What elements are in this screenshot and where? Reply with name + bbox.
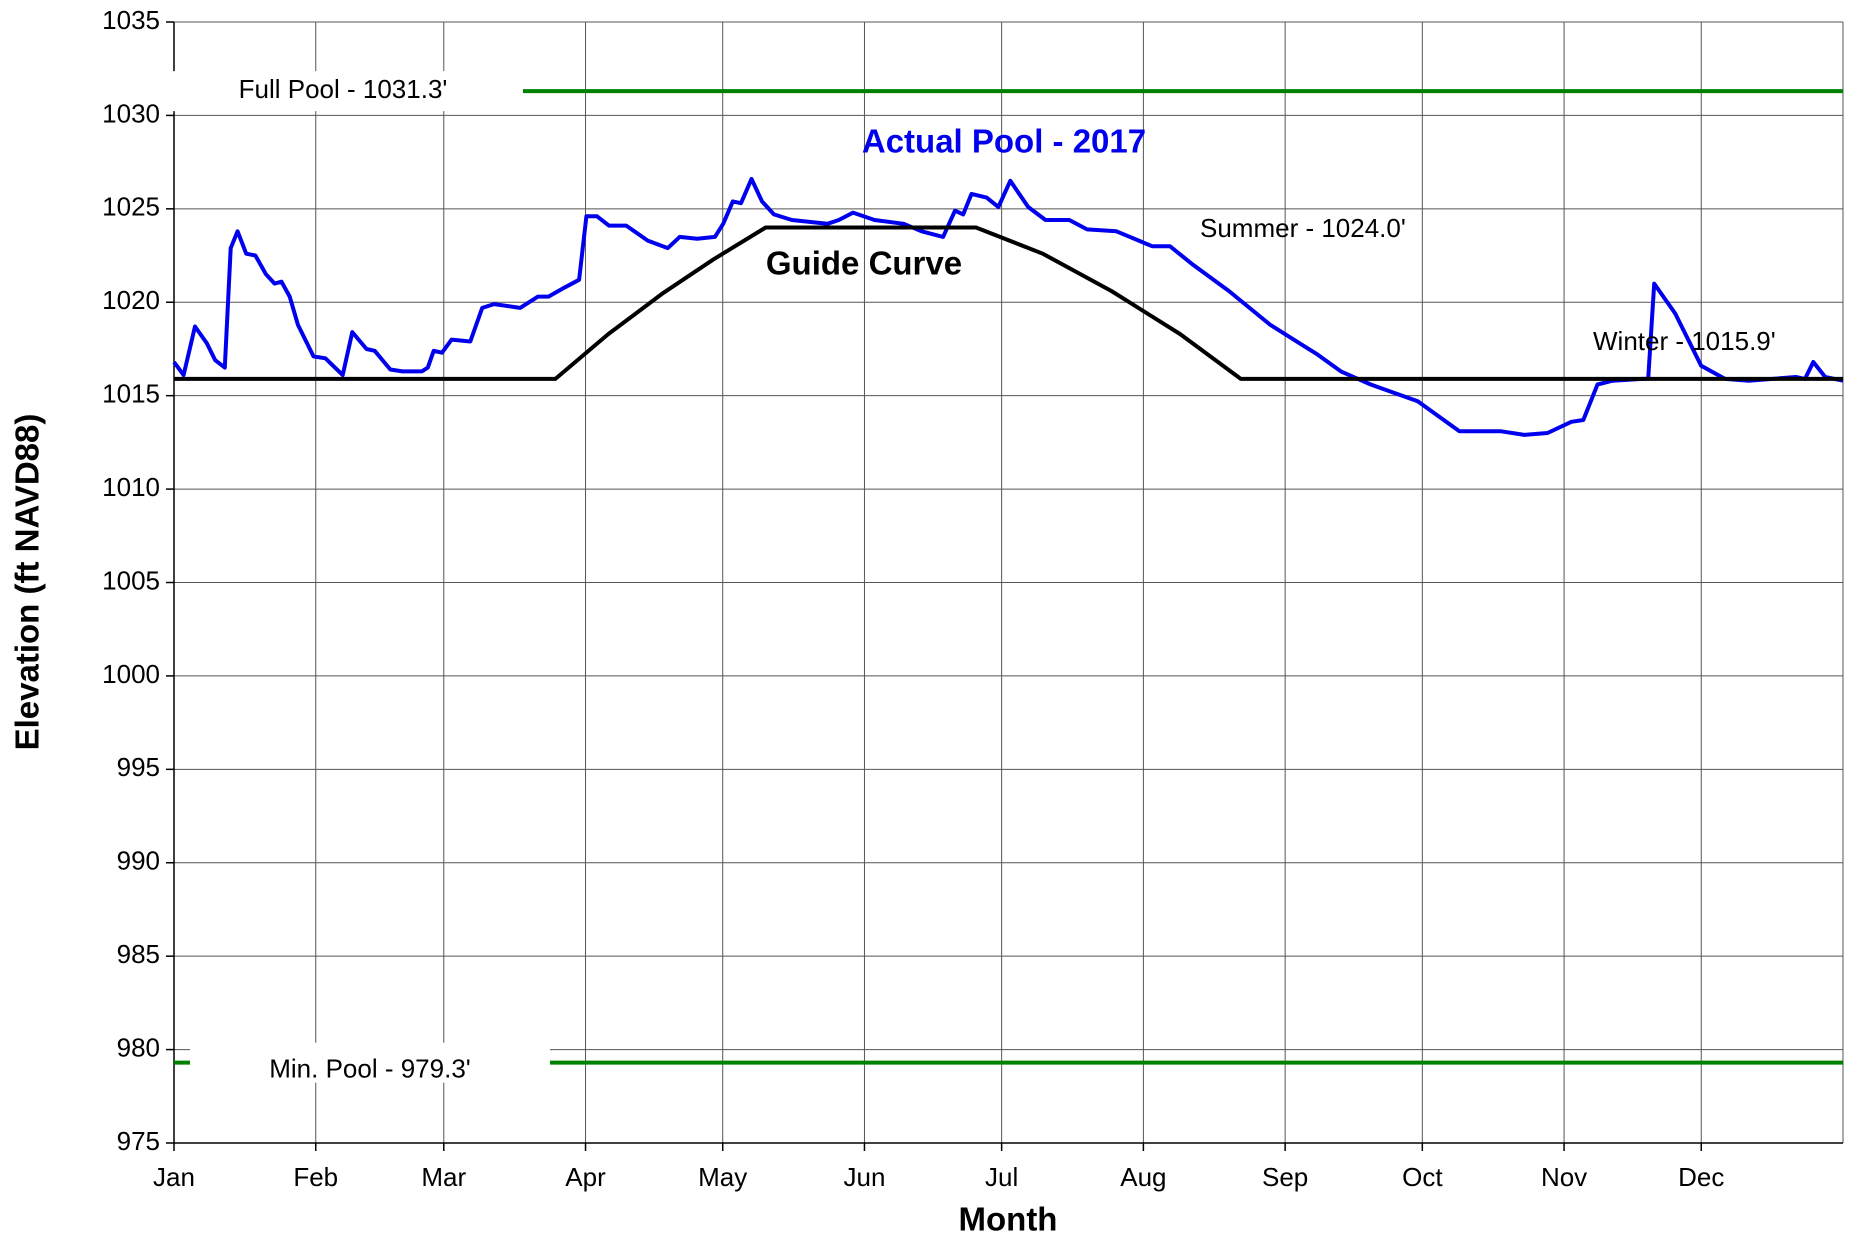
y-tick-label: 1010	[102, 472, 160, 502]
x-tick-label: Jun	[844, 1162, 886, 1192]
x-tick-label: Sep	[1262, 1162, 1308, 1192]
x-tick-label: Aug	[1120, 1162, 1166, 1192]
annotation: Winter - 1015.9'	[1593, 326, 1776, 356]
x-tick-label: May	[698, 1162, 747, 1192]
label-bg	[190, 1042, 550, 1083]
y-tick-label: 1020	[102, 285, 160, 315]
y-axis-label: Elevation (ft NAVD88)	[9, 414, 46, 751]
x-tick-label: Jan	[153, 1162, 195, 1192]
y-tick-label: 985	[117, 939, 160, 969]
x-tick-label: Jul	[985, 1162, 1018, 1192]
reference-label: Min. Pool - 979.3'	[269, 1054, 471, 1084]
x-axis-label: Month	[959, 1201, 1058, 1238]
y-tick-label: 975	[117, 1126, 160, 1156]
x-tick-label: Nov	[1541, 1162, 1587, 1192]
y-tick-label: 990	[117, 846, 160, 876]
y-tick-label: 1030	[102, 98, 160, 128]
y-tick-label: 1015	[102, 379, 160, 409]
y-tick-label: 1025	[102, 192, 160, 222]
annotation: Summer - 1024.0'	[1200, 213, 1406, 243]
x-tick-label: Oct	[1402, 1162, 1443, 1192]
x-tick-label: Feb	[293, 1162, 338, 1192]
y-tick-label: 995	[117, 752, 160, 782]
y-tick-label: 1000	[102, 659, 160, 689]
x-tick-label: Apr	[565, 1162, 606, 1192]
reference-label: Full Pool - 1031.3'	[239, 74, 448, 104]
series-label: Actual Pool - 2017	[862, 123, 1146, 160]
y-tick-label: 1005	[102, 565, 160, 595]
series-line	[174, 225, 1843, 381]
y-tick-label: 1035	[102, 5, 160, 35]
series-label: Guide Curve	[766, 245, 962, 282]
y-tick-label: 980	[117, 1032, 160, 1062]
x-tick-label: Mar	[421, 1162, 466, 1192]
label-bg	[163, 71, 523, 112]
series-line	[172, 176, 1844, 437]
x-tick-label: Dec	[1678, 1162, 1724, 1192]
